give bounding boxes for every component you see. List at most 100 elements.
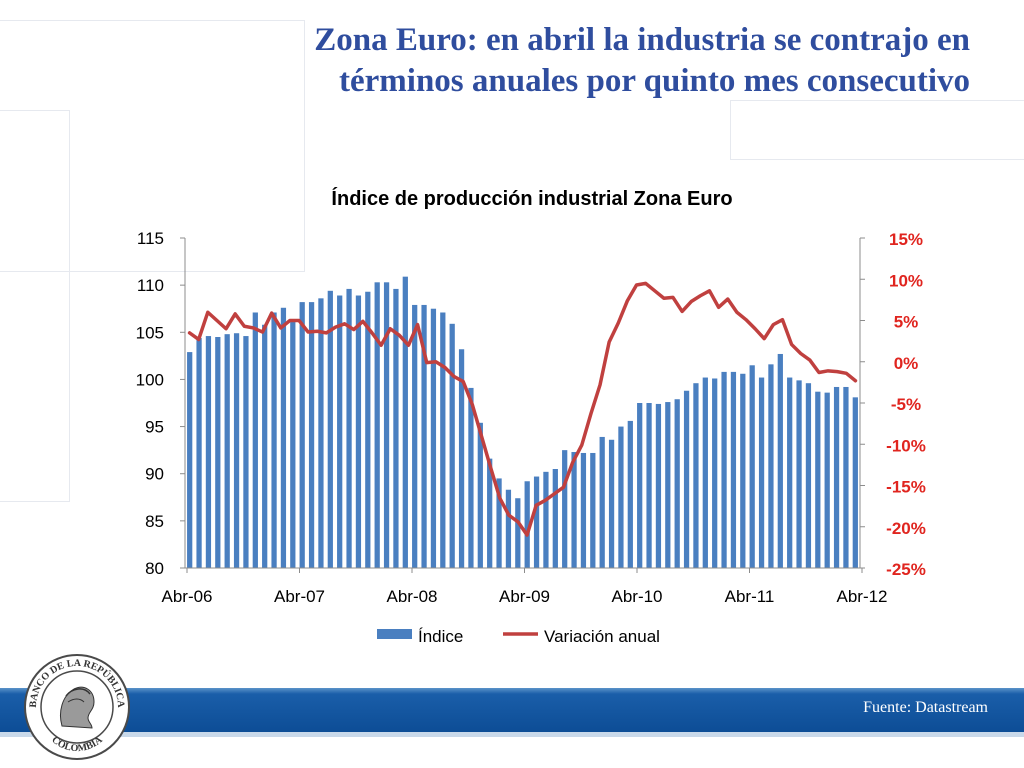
index-bar [833, 386, 840, 568]
background-decoration [730, 100, 1024, 160]
line-series [187, 281, 858, 537]
index-bar [552, 469, 558, 568]
right-tick-label: -5% [891, 395, 921, 414]
x-tick-label: Abr-07 [274, 587, 325, 606]
index-bar [280, 307, 287, 568]
right-tick-label: 0% [894, 354, 919, 373]
index-bar [487, 458, 493, 568]
index-bar [383, 282, 390, 568]
index-bar [205, 336, 212, 568]
index-bar [243, 336, 249, 568]
index-bar [262, 324, 268, 568]
index-bar [515, 498, 521, 568]
index-bar [187, 352, 193, 568]
index-bar [618, 426, 624, 568]
index-bar [777, 353, 783, 568]
index-bar [299, 302, 305, 568]
index-bar [449, 323, 455, 568]
index-bar [215, 337, 221, 568]
index-bar [252, 312, 258, 568]
right-tick-label: -20% [886, 519, 926, 538]
left-tick-label: 105 [136, 323, 164, 342]
footer-stripe [0, 732, 1024, 737]
variacion-anual-line [187, 281, 858, 537]
left-tick-label: 80 [145, 559, 164, 578]
x-tick-label: Abr-08 [386, 587, 437, 606]
left-tick-label: 95 [145, 418, 164, 437]
chart: Índice de producción industrial Zona Eur… [136, 187, 926, 646]
index-bar [496, 478, 502, 568]
x-tick-label: Abr-06 [161, 587, 212, 606]
right-tick-label: 15% [889, 230, 923, 249]
right-tick-label: -10% [886, 436, 926, 455]
index-bar [637, 403, 643, 568]
index-bar [355, 295, 362, 568]
index-bar [815, 391, 821, 568]
index-bar [740, 373, 746, 568]
index-bar [271, 312, 277, 568]
index-bar [712, 378, 718, 568]
index-bar [730, 371, 737, 568]
legend-label-variacion: Variación anual [544, 627, 660, 646]
index-bar [327, 290, 333, 568]
index-bar [758, 377, 765, 568]
index-bar [562, 450, 568, 568]
x-tick-label: Abr-11 [725, 587, 775, 606]
index-bar [608, 439, 615, 568]
left-tick-label: 85 [145, 512, 164, 531]
index-bar [674, 399, 680, 568]
index-bar [412, 304, 418, 568]
left-tick-label: 100 [136, 370, 164, 389]
index-bar [505, 489, 512, 568]
left-tick-label: 110 [137, 276, 164, 295]
right-tick-label: -25% [886, 560, 926, 579]
x-tick-label: Abr-12 [836, 587, 887, 606]
index-bar [702, 377, 708, 568]
index-bar [233, 333, 240, 568]
index-bar [768, 364, 774, 568]
index-bar [533, 476, 540, 568]
x-tick-label: Abr-10 [611, 587, 662, 606]
index-bar [318, 298, 324, 568]
index-bar [346, 288, 352, 568]
index-bar [805, 383, 812, 568]
chart-title: Índice de producción industrial Zona Eur… [331, 187, 732, 210]
bar-series [187, 276, 858, 568]
index-bar [402, 276, 408, 568]
index-bar [308, 302, 315, 568]
index-bar [655, 403, 662, 568]
index-bar [374, 282, 380, 568]
slide-title-line-1: Zona Euro: en abril la industria se cont… [314, 22, 970, 58]
index-bar [290, 320, 296, 568]
index-bar [627, 420, 633, 568]
background-decoration [0, 110, 70, 502]
index-bar [477, 422, 483, 568]
index-bar [693, 383, 699, 568]
x-tick-label: Abr-09 [499, 587, 550, 606]
right-tick-label: -15% [886, 478, 926, 497]
index-bar [824, 392, 830, 568]
index-bar [721, 371, 727, 568]
index-bar [337, 295, 343, 568]
index-bar [524, 481, 530, 568]
index-bar [421, 304, 427, 568]
index-bar [571, 452, 577, 568]
index-bar [843, 386, 849, 568]
index-bar [665, 402, 671, 568]
index-bar [468, 387, 474, 568]
index-bar [196, 337, 202, 568]
index-bar [393, 288, 399, 568]
slide-title-line-2: términos anuales por quinto mes consecut… [339, 63, 970, 99]
right-tick-label: 5% [894, 313, 919, 332]
chart-axes: 80 85 90 95 100 105 110 115 -25% -20% -15% -10% -5% 0… [136, 229, 926, 606]
source-note: Fuente: Datastream [863, 699, 988, 716]
index-bar [787, 377, 793, 568]
index-bar [224, 334, 230, 568]
left-tick-label: 115 [137, 229, 164, 248]
index-bar [646, 403, 652, 568]
legend-swatch-indice [377, 629, 412, 639]
index-bar [458, 349, 465, 568]
right-tick-label: 10% [889, 271, 923, 290]
index-bar [683, 390, 690, 568]
index-bar [365, 291, 371, 568]
